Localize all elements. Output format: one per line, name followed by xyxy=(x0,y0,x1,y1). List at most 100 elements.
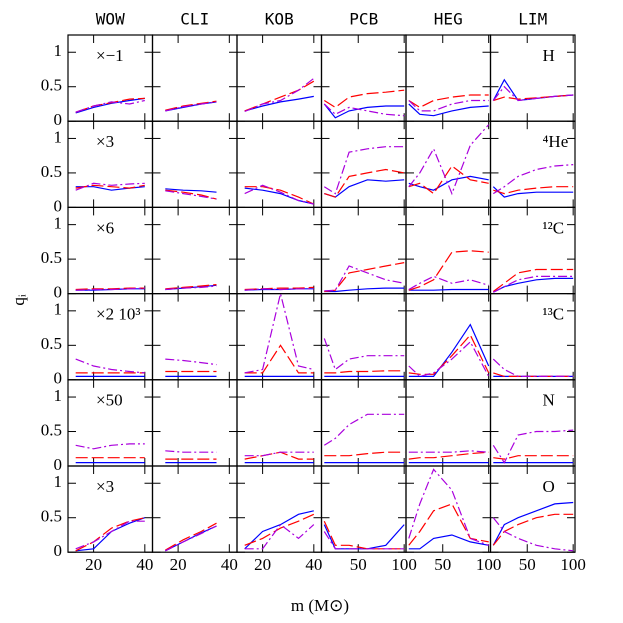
data-line xyxy=(408,288,489,291)
panel-frame xyxy=(489,379,576,467)
column-title: CLI xyxy=(180,10,209,29)
row-multiplier: ×2 10³ xyxy=(96,305,140,324)
y-tick-label: 0.5 xyxy=(41,248,62,267)
x-tick-label: 40 xyxy=(136,555,153,574)
row-multiplier: ×50 xyxy=(96,391,123,410)
data-line xyxy=(492,358,574,377)
data-line xyxy=(324,179,405,198)
y-tick-label: 1 xyxy=(54,300,63,319)
data-line xyxy=(324,262,405,293)
data-line xyxy=(165,188,217,193)
panel-frame xyxy=(151,34,238,122)
x-tick-label: 50 xyxy=(519,555,536,574)
panel-frame xyxy=(236,293,323,381)
row-multiplier: ×6 xyxy=(96,218,114,237)
data-line xyxy=(323,413,405,446)
data-line xyxy=(75,520,145,550)
element-label: ¹³C xyxy=(543,305,565,324)
data-line xyxy=(408,503,489,546)
data-line xyxy=(75,287,145,291)
data-line xyxy=(165,522,217,551)
x-tick-label: 50 xyxy=(434,555,451,574)
y-tick-label: 0 xyxy=(54,110,63,129)
panel-frame xyxy=(236,379,323,467)
data-line xyxy=(408,468,489,546)
data-line xyxy=(165,101,217,112)
panel-frame xyxy=(405,206,492,295)
y-tick-label: 0.5 xyxy=(41,420,62,439)
data-line xyxy=(493,275,574,293)
data-line xyxy=(492,78,574,102)
data-line xyxy=(493,455,574,460)
data-line xyxy=(493,277,574,293)
data-line xyxy=(244,510,314,550)
data-line xyxy=(324,287,405,293)
row-multiplier: ×3 xyxy=(96,132,114,151)
data-line xyxy=(408,124,490,196)
panel-frame xyxy=(489,465,576,553)
panel-frame xyxy=(151,206,238,295)
data-line xyxy=(165,285,217,291)
column-title: KOB xyxy=(265,10,294,29)
data-line xyxy=(244,184,314,205)
y-tick-label: 0 xyxy=(54,541,63,560)
data-line xyxy=(408,175,489,191)
y-tick-label: 1 xyxy=(54,386,63,405)
y-tick-label: 0.5 xyxy=(41,162,62,181)
y-tick-label: 1 xyxy=(54,214,63,233)
data-line xyxy=(408,250,489,291)
data-line xyxy=(492,85,574,102)
data-line xyxy=(244,293,314,374)
column-title: PCB xyxy=(349,10,378,29)
data-line xyxy=(492,186,574,198)
data-line xyxy=(324,370,405,374)
data-line xyxy=(165,284,217,290)
data-line xyxy=(75,99,145,113)
data-line xyxy=(324,265,405,292)
data-line xyxy=(244,451,314,457)
data-line xyxy=(244,451,314,460)
data-line xyxy=(408,323,490,377)
x-tick-label: 20 xyxy=(170,555,187,574)
data-line xyxy=(244,344,314,374)
y-tick-label: 0 xyxy=(54,283,63,302)
y-tick-label: 1 xyxy=(54,472,63,491)
y-axis-label: qᵢ xyxy=(9,294,28,306)
y-tick-label: 1 xyxy=(54,41,63,60)
panel-frame xyxy=(320,465,407,553)
y-tick-label: 0 xyxy=(54,369,63,388)
data-line xyxy=(408,103,489,117)
panel-frame xyxy=(320,120,407,208)
panel-frame xyxy=(151,293,238,381)
data-line xyxy=(493,94,574,102)
data-line xyxy=(323,338,405,371)
data-line xyxy=(492,501,574,546)
data-line xyxy=(492,513,574,546)
panel-frame xyxy=(151,465,238,553)
data-line xyxy=(324,451,405,457)
x-axis-label: m (M⊙) xyxy=(291,596,349,615)
data-line xyxy=(75,517,145,552)
panel-frame xyxy=(405,293,492,381)
data-line xyxy=(408,534,489,550)
x-tick-label: 40 xyxy=(221,555,238,574)
data-line xyxy=(408,94,489,109)
x-tick-label: 20 xyxy=(254,555,271,574)
data-line xyxy=(75,182,145,191)
y-tick-label: 1 xyxy=(54,127,63,146)
panel-frame xyxy=(236,120,323,208)
data-line xyxy=(323,531,405,550)
data-line xyxy=(244,288,314,291)
data-line xyxy=(244,186,315,205)
data-line xyxy=(323,89,405,109)
x-tick-label: 100 xyxy=(391,555,417,574)
data-line xyxy=(165,525,217,552)
element-label: H xyxy=(543,46,555,65)
x-tick-label: 40 xyxy=(305,555,322,574)
data-line xyxy=(165,189,217,200)
data-line xyxy=(492,517,574,552)
data-line xyxy=(408,451,489,460)
row-multiplier: ×3 xyxy=(96,477,114,496)
element-label: N xyxy=(543,391,555,410)
panel-frame xyxy=(320,379,407,467)
